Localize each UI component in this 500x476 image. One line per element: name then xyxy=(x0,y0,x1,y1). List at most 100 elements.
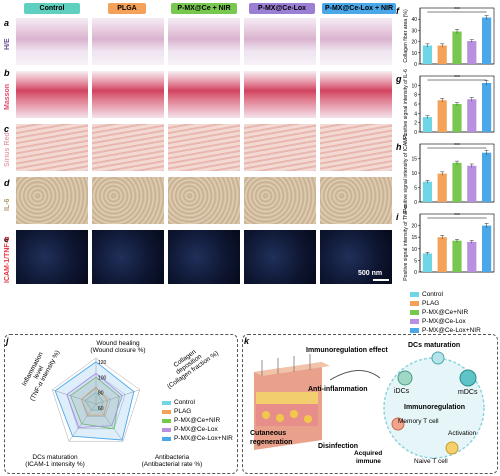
icam-image-pmxce-nir xyxy=(168,230,240,284)
y-axis-label: Positive signal intensity of ICAM-1 xyxy=(403,134,409,213)
y-tick-label: 6 xyxy=(414,102,417,108)
legend-item: P-MX@Ce+NIR xyxy=(410,308,481,317)
bar xyxy=(467,99,477,132)
radar-axis-label-antibacteria: Antibacteria (Antibacterial rate %) xyxy=(122,454,222,468)
legend-label: PLAG xyxy=(174,408,192,415)
y-tick-label: 10 xyxy=(411,51,417,57)
y-tick-label: 2 xyxy=(414,121,417,127)
sirius-image-pmxce-nir xyxy=(168,124,240,171)
scheme-label-memory-t: Memory T cell xyxy=(398,418,439,425)
bar xyxy=(437,173,447,202)
icam-image-pmxce-lox xyxy=(244,230,316,284)
plot-frame xyxy=(419,143,495,203)
scheme-label-mdcs: mDCs xyxy=(458,389,478,396)
scheme-label-cutaneous: Cutaneous xyxy=(250,430,287,437)
y-tick-label: 20 xyxy=(411,224,417,230)
scheme-label-naive-t: Naive T cell xyxy=(414,458,448,465)
radar-legend: Control PLAG P-MX@Ce+NIR P-MX@Ce-Lox P-M… xyxy=(162,398,233,443)
significance-label: *** xyxy=(454,143,460,149)
radar-panel-frame xyxy=(4,334,238,474)
legend-swatch xyxy=(162,427,171,432)
column-header-pmxce-lox-nir: P-MX@Ce-Lox + NIR xyxy=(322,3,396,14)
y-tick-label: 10 xyxy=(411,171,417,177)
il6-image-pmxce-lox xyxy=(244,177,316,224)
y-tick-label: 30 xyxy=(411,28,417,34)
radar-axis-label-line: DCs maturation xyxy=(32,454,78,461)
legend-label: P-MX@Ce+NIR xyxy=(174,417,221,424)
legend-item: P-MX@Ce+NIR xyxy=(162,416,233,425)
plot-frame xyxy=(419,75,495,133)
y-tick-label: 15 xyxy=(411,157,417,163)
legend-item: PLAG xyxy=(162,407,233,416)
legend-label: P-MX@Ce-Lox+NIR xyxy=(422,327,481,334)
he-image-pmxce-lox xyxy=(244,18,316,65)
bar xyxy=(422,181,432,202)
legend-item: Control xyxy=(162,398,233,407)
radar-axis-label-line: (Antibacterial rate %) xyxy=(141,461,203,468)
bar xyxy=(467,241,477,272)
panel-label-j: j xyxy=(6,336,9,346)
panel-label-a: a xyxy=(4,18,10,28)
y-tick-label: 15 xyxy=(411,235,417,241)
he-image-control xyxy=(16,18,88,65)
row-label-sirius-red: Sirius Red xyxy=(4,132,11,168)
il6-image-control xyxy=(16,177,88,224)
row-label-icam1-tnf: ICAM-1/TNF-α xyxy=(4,236,11,284)
row-label-masson: Masson xyxy=(4,83,11,111)
y-tick-label: 5 xyxy=(414,186,417,192)
sirius-image-control xyxy=(16,124,88,171)
legend-swatch xyxy=(162,400,171,405)
y-tick-label: 0 xyxy=(414,130,417,136)
radar-axis-label-wound: Wound healing (Wound closure %) xyxy=(78,340,158,354)
bar xyxy=(422,253,432,272)
row-label-il6: IL-6 xyxy=(4,198,11,212)
legend-label: P-MX@Ce-Lox xyxy=(422,318,466,325)
bar xyxy=(452,104,462,132)
legend-item: PLAG xyxy=(410,299,481,308)
he-image-plga xyxy=(92,18,164,65)
legend-swatch xyxy=(410,292,419,297)
il6-image-pmxce-lox-nir xyxy=(320,177,392,224)
scheme-label-dcs-maturation: DCs maturation xyxy=(408,342,461,349)
radar-axis-label-line: (ICAM-1 intensity %) xyxy=(25,461,85,468)
legend-swatch xyxy=(162,418,171,423)
bar xyxy=(452,162,462,202)
scheme-label-activation: Activation xyxy=(448,430,477,437)
y-tick-label: 0 xyxy=(414,62,417,68)
legend-label: P-MX@Ce+NIR xyxy=(422,309,469,316)
legend-label: Control xyxy=(174,399,195,406)
panel-label-d: d xyxy=(4,178,10,188)
legend-label: Control xyxy=(422,291,443,298)
legend-item: P-MX@Ce-Lox+NIR xyxy=(162,434,233,443)
y-tick-label: 10 xyxy=(411,247,417,253)
masson-image-pmxce-lox xyxy=(244,71,316,118)
radar-axis-label-line: Antibacteria xyxy=(154,454,190,461)
bar xyxy=(422,45,432,64)
he-image-pmxce-lox-nir xyxy=(320,18,392,65)
legend-swatch xyxy=(162,409,171,414)
legend-swatch xyxy=(410,319,419,324)
legend-swatch xyxy=(410,310,419,315)
scheme-label-anti-inflammation: Anti-inflammation xyxy=(308,386,368,393)
masson-image-pmxce-nir xyxy=(168,71,240,118)
sirius-image-pmxce-lox-nir xyxy=(320,124,392,171)
panel-label-h: h xyxy=(396,142,402,152)
bar xyxy=(467,165,477,202)
scale-bar xyxy=(373,279,389,281)
panel-label-c: c xyxy=(4,124,10,134)
masson-image-control xyxy=(16,71,88,118)
legend-item: P-MX@Ce-Lox xyxy=(162,425,233,434)
legend-swatch xyxy=(410,301,419,306)
bar xyxy=(482,83,492,132)
legend-label: P-MX@Ce-Lox+NIR xyxy=(174,435,233,442)
sirius-image-pmxce-lox xyxy=(244,124,316,171)
panel-label-k: k xyxy=(244,336,250,346)
bar xyxy=(437,45,447,64)
significance-label: *** xyxy=(454,75,460,81)
radar-axis-label-line: (Wound closure %) xyxy=(90,347,146,354)
y-tick-label: 8 xyxy=(414,93,417,99)
bar xyxy=(437,237,447,272)
